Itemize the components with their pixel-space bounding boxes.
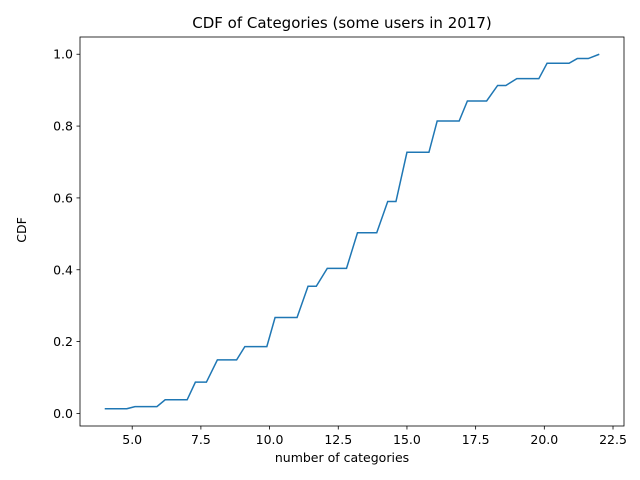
y-tick-label: 0.6	[53, 190, 73, 205]
x-tick-label: 22.5	[599, 432, 627, 447]
y-tick-label: 0.4	[53, 262, 73, 277]
x-axis: 5.0 7.5 10.0 12.5 15.0 17.5 20.0 22.5	[122, 426, 627, 447]
x-tick-label: 17.5	[462, 432, 490, 447]
x-tick-label: 10.0	[256, 432, 284, 447]
y-axis: 0.0 0.2 0.4 0.6 0.8 1.0	[53, 47, 80, 421]
x-axis-label: number of categories	[275, 450, 409, 465]
y-tick-label: 0.0	[53, 406, 73, 421]
cdf-series-line	[104, 53, 600, 410]
y-tick-label: 0.8	[53, 119, 73, 134]
chart-title: CDF of Categories (some users in 2017)	[192, 14, 492, 32]
y-tick-label: 1.0	[53, 47, 73, 62]
y-axis-label: CDF	[14, 217, 29, 243]
x-tick-label: 20.0	[530, 432, 558, 447]
y-tick-label: 0.2	[53, 334, 73, 349]
x-tick-label: 15.0	[393, 432, 421, 447]
axes-frame	[79, 36, 625, 427]
x-tick-label: 7.5	[191, 432, 211, 447]
x-tick-label: 12.5	[324, 432, 352, 447]
x-tick-label: 5.0	[122, 432, 142, 447]
